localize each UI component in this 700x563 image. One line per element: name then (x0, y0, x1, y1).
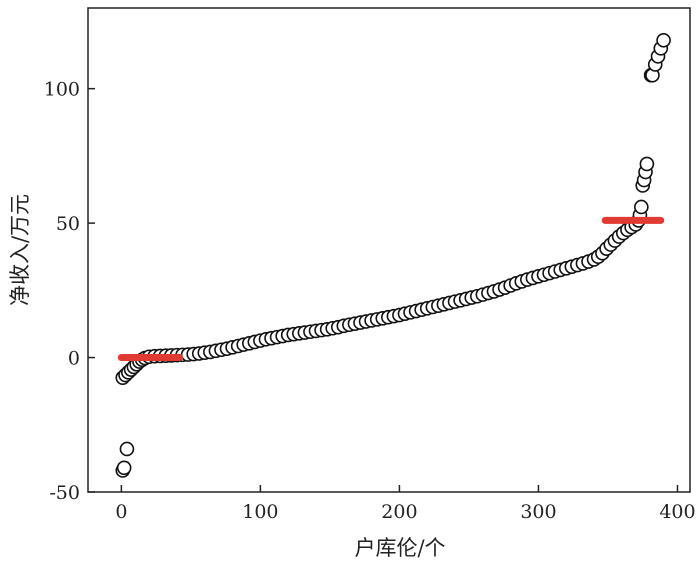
x-tick-label: 400 (659, 501, 695, 523)
y-tick-label: 50 (56, 213, 80, 235)
y-tick-label: 0 (68, 348, 80, 370)
data-point (634, 199, 649, 215)
x-tick-label: 0 (115, 501, 127, 523)
data-point (119, 441, 135, 457)
y-tick-label: 100 (44, 79, 80, 101)
x-tick-label: 300 (520, 501, 556, 523)
data-point (656, 32, 671, 48)
y-axis-label: 净收入/万元 (8, 194, 32, 306)
x-tick-label: 200 (381, 501, 417, 523)
data-point (116, 460, 132, 476)
plot-frame (87, 7, 691, 493)
y-tick-label: -50 (49, 482, 80, 504)
x-tick-label: 100 (242, 501, 278, 523)
x-axis-label: 户库伦/个 (354, 536, 445, 560)
data-point (639, 156, 655, 172)
